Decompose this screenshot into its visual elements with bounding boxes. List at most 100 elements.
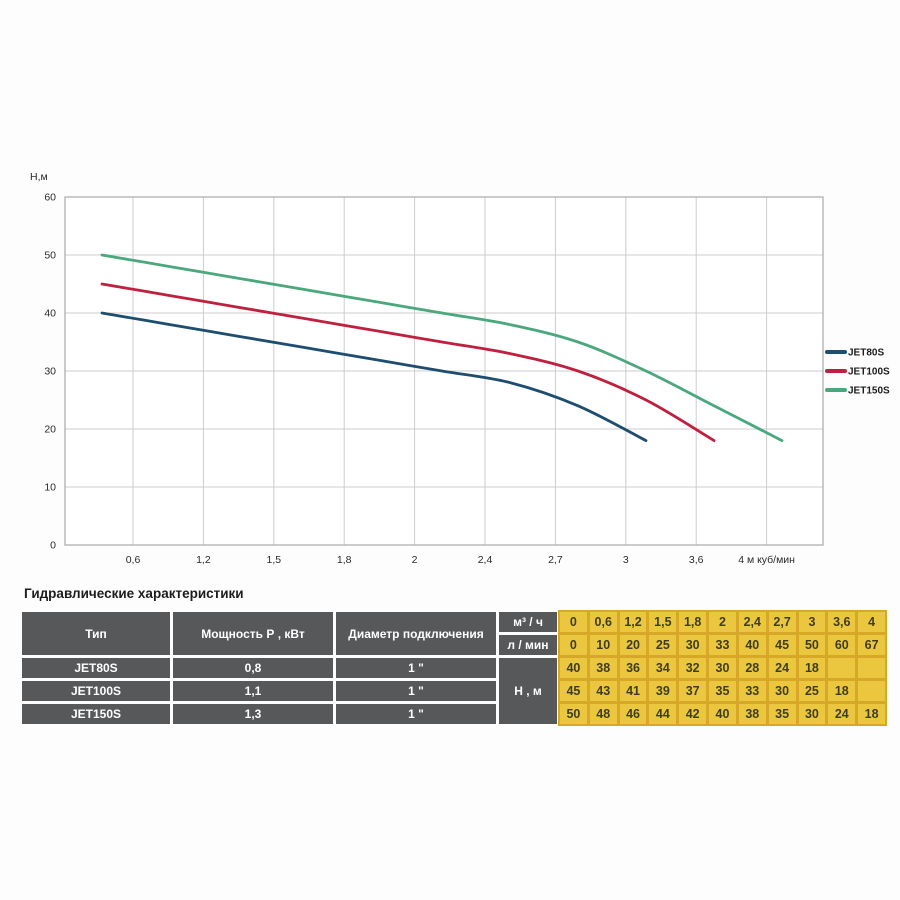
x-tick-label: 2	[412, 554, 418, 566]
legend-item-JET80S: JET80S	[825, 348, 884, 359]
head-value-cell: 18	[828, 681, 856, 701]
y-tick-label: 30	[44, 366, 56, 378]
head-value-cell: 40	[709, 704, 736, 724]
section-title: Гидравлические характеристики	[24, 586, 244, 601]
flow-value-cell: 45	[768, 635, 796, 655]
pump-diameter-cell: 1 "	[336, 681, 496, 701]
head-label-cell: Н , м	[499, 658, 557, 724]
head-value-cell: 33	[738, 681, 766, 701]
flow-value-cell: 3	[798, 612, 826, 632]
pump-diameter-cell: 1 "	[336, 704, 496, 724]
pump-power-cell: 0,8	[173, 658, 333, 678]
flow-value-cell: 25	[649, 635, 677, 655]
pump-type-cell: JET150S	[22, 704, 170, 724]
y-tick-label: 10	[44, 482, 56, 494]
y-axis-title: Н,м	[30, 171, 48, 183]
y-axis-labels: 0 10 20 30 40 50 60	[44, 192, 56, 552]
flow-unit-label-cell: м³ / ч	[499, 612, 557, 632]
head-value-cell: 36	[619, 658, 647, 678]
flow-value-cell: 10	[589, 635, 617, 655]
flow-value-cell: 4	[858, 612, 885, 632]
x-tick-label: 1,8	[337, 554, 352, 566]
head-value-cell: 46	[619, 704, 647, 724]
x-tick-label: 2,4	[478, 554, 493, 566]
head-value-cell: 38	[589, 658, 617, 678]
flow-value-cell: 20	[619, 635, 647, 655]
head-value-cell: 35	[709, 681, 736, 701]
x-tick-label: 2,7	[548, 554, 563, 566]
head-value-cell: 48	[589, 704, 617, 724]
head-value-cell: 25	[798, 681, 826, 701]
chart-gridlines	[65, 196, 823, 546]
head-value-cell: 39	[649, 681, 677, 701]
flow-value-cell: 33	[709, 635, 736, 655]
legend-item-JET150S: JET150S	[825, 386, 890, 397]
head-value-cell: 43	[589, 681, 617, 701]
flow-value-cell: 1,2	[619, 612, 647, 632]
head-value-cell: 30	[798, 704, 826, 724]
chart-legend: JET80S JET100S JET150S	[825, 348, 890, 397]
plot-border	[64, 196, 824, 546]
head-value-cell: 40	[560, 658, 587, 678]
pump-type-cell: JET80S	[22, 658, 170, 678]
flow-value-cell: 50	[798, 635, 826, 655]
flow-value-cell: 0,6	[589, 612, 617, 632]
flow-value-cell: 2,7	[768, 612, 796, 632]
curve-JET100S	[100, 282, 716, 442]
legend-label: JET150S	[848, 386, 890, 397]
power-header-cell: Мощность Р , кВт	[173, 612, 333, 655]
flow-value-cell: 2	[709, 612, 736, 632]
curve-JET80S	[100, 311, 648, 442]
head-value-cell: 24	[768, 658, 796, 678]
x-tick-label: 1,5	[266, 554, 281, 566]
head-value-cell: 34	[649, 658, 677, 678]
head-value-cell: 41	[619, 681, 647, 701]
head-value-cell: 38	[738, 704, 766, 724]
head-value-cell: 32	[679, 658, 707, 678]
x-axis-labels: 0,6 1,2 1,5 1,8 2 2,4 2,7 3 3,6 4 м куб/мин	[126, 554, 795, 566]
flow-unit-label-cell: л / мин	[499, 635, 557, 655]
hydraulic-specs-table: Тип Мощность Р , кВт Диаметр подключения м³…	[22, 610, 887, 726]
legend-label: JET100S	[848, 367, 890, 378]
flow-value-cell: 40	[738, 635, 766, 655]
head-value-cell: 18	[798, 658, 826, 678]
type-header-cell: Тип	[22, 612, 170, 655]
flow-value-cell: 1,8	[679, 612, 707, 632]
head-value-cell: 18	[858, 704, 885, 724]
pump-power-cell: 1,3	[173, 704, 333, 724]
flow-value-cell: 0	[560, 612, 587, 632]
head-value-cell: 24	[828, 704, 856, 724]
y-tick-label: 20	[44, 424, 56, 436]
pump-performance-chart: 0 10 20 30 40 50 60 Н,м 0,6 1,2 1,5 1,8 2 2,4 2,7 3 3,6 4…	[30, 171, 890, 566]
diameter-header-cell: Диаметр подключения	[336, 612, 496, 655]
head-value-cell: 35	[768, 704, 796, 724]
head-value-cell: 30	[709, 658, 736, 678]
legend-item-JET100S: JET100S	[825, 367, 890, 378]
y-tick-label: 0	[50, 540, 56, 552]
x-tick-label: 3,6	[689, 554, 704, 566]
flow-value-cell: 3,6	[828, 612, 856, 632]
flow-value-cell: 30	[679, 635, 707, 655]
x-tick-label: 3	[623, 554, 629, 566]
legend-label: JET80S	[848, 348, 884, 359]
flow-value-cell: 67	[858, 635, 885, 655]
head-value-cell	[858, 681, 885, 701]
flow-value-cell: 0	[560, 635, 587, 655]
head-value-cell: 50	[560, 704, 587, 724]
head-value-cell	[828, 658, 856, 678]
x-tick-label: 0,6	[126, 554, 141, 566]
flow-value-cell: 2,4	[738, 612, 766, 632]
pump-power-cell: 1,1	[173, 681, 333, 701]
head-value-cell: 42	[679, 704, 707, 724]
y-tick-label: 60	[44, 192, 56, 204]
pump-type-cell: JET100S	[22, 681, 170, 701]
pump-diameter-cell: 1 "	[336, 658, 496, 678]
y-tick-label: 40	[44, 308, 56, 320]
head-value-cell	[858, 658, 885, 678]
head-value-cell: 37	[679, 681, 707, 701]
y-tick-label: 50	[44, 250, 56, 262]
x-tick-label: 1,2	[196, 554, 211, 566]
x-tick-label: 4 м куб/мин	[738, 554, 795, 566]
curve-JET150S	[100, 253, 784, 442]
